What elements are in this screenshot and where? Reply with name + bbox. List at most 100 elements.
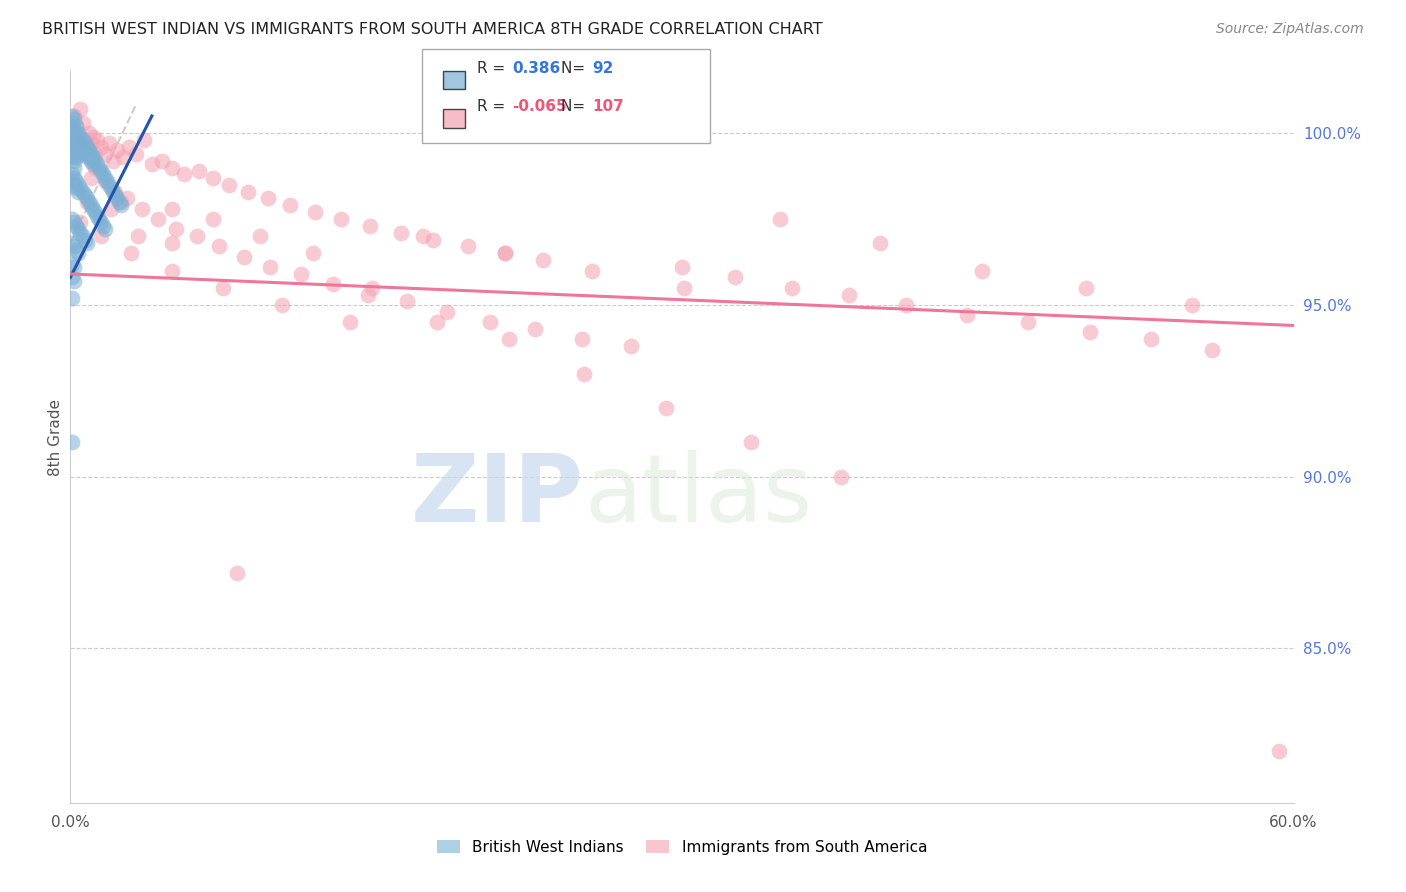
Point xyxy=(77,194,100,209)
Point xyxy=(105,191,128,205)
Point xyxy=(838,287,860,301)
Point xyxy=(67,246,90,260)
Point xyxy=(90,229,112,244)
Point xyxy=(436,304,458,318)
Point xyxy=(1018,315,1040,329)
Point xyxy=(60,212,83,227)
Point xyxy=(117,191,139,205)
Point xyxy=(72,140,94,154)
Point xyxy=(60,136,83,151)
Point xyxy=(73,136,96,151)
Point xyxy=(69,144,91,158)
Point xyxy=(132,133,155,147)
Point xyxy=(83,146,105,161)
Text: Source: ZipAtlas.com: Source: ZipAtlas.com xyxy=(1216,22,1364,37)
Point xyxy=(63,109,86,123)
Point xyxy=(65,120,87,134)
Point xyxy=(65,219,87,233)
Point xyxy=(96,174,118,188)
Point xyxy=(249,229,271,244)
Point xyxy=(494,246,516,260)
Point xyxy=(94,222,117,236)
Text: N=: N= xyxy=(561,99,591,114)
Point xyxy=(67,178,90,192)
Point xyxy=(271,298,294,312)
Point xyxy=(60,150,83,164)
Point xyxy=(494,246,516,260)
Point xyxy=(83,161,105,175)
Point xyxy=(118,140,141,154)
Point xyxy=(67,133,90,147)
Text: 0.386: 0.386 xyxy=(512,61,560,76)
Point xyxy=(67,140,90,154)
Point xyxy=(69,215,91,229)
Point xyxy=(359,219,381,233)
Point xyxy=(76,194,98,209)
Point xyxy=(60,174,83,188)
Point xyxy=(212,281,235,295)
Point xyxy=(162,161,183,175)
Point xyxy=(72,185,94,199)
Text: R =: R = xyxy=(477,61,510,76)
Point xyxy=(162,202,183,216)
Point xyxy=(104,185,127,199)
Point xyxy=(1181,298,1204,312)
Point xyxy=(60,129,83,144)
Point xyxy=(65,144,87,158)
Point xyxy=(65,181,87,195)
Point xyxy=(69,226,91,240)
Point xyxy=(108,194,131,209)
Point xyxy=(572,367,595,381)
Point xyxy=(63,140,86,154)
Point xyxy=(339,315,361,329)
Point xyxy=(65,243,87,257)
Point xyxy=(69,102,91,116)
Point xyxy=(100,181,122,195)
Point xyxy=(769,212,792,227)
Point xyxy=(112,150,135,164)
Point xyxy=(82,129,104,144)
Point xyxy=(531,253,554,268)
Point xyxy=(63,112,86,127)
Point xyxy=(124,146,146,161)
Point xyxy=(422,233,444,247)
Point xyxy=(73,144,96,158)
Point xyxy=(60,435,83,450)
Point xyxy=(970,263,993,277)
Point xyxy=(82,157,104,171)
Text: BRITISH WEST INDIAN VS IMMIGRANTS FROM SOUTH AMERICA 8TH GRADE CORRELATION CHART: BRITISH WEST INDIAN VS IMMIGRANTS FROM S… xyxy=(42,22,823,37)
Point xyxy=(740,435,762,450)
Point xyxy=(101,153,124,168)
Point xyxy=(60,144,83,158)
Point xyxy=(63,274,86,288)
Point xyxy=(780,281,803,295)
Legend: British West Indians, Immigrants from South America: British West Indians, Immigrants from So… xyxy=(430,834,934,861)
Point xyxy=(67,146,90,161)
Point xyxy=(90,215,112,229)
Point xyxy=(98,178,121,192)
Point xyxy=(79,146,103,161)
Point xyxy=(724,270,747,285)
Point xyxy=(63,260,86,274)
Point xyxy=(76,140,98,154)
Point xyxy=(1078,326,1101,340)
Point xyxy=(186,229,208,244)
Point xyxy=(218,178,240,192)
Point xyxy=(60,122,83,136)
Point xyxy=(91,167,114,181)
Point xyxy=(76,191,98,205)
Point xyxy=(72,229,94,244)
Point xyxy=(65,144,87,158)
Text: 107: 107 xyxy=(592,99,624,114)
Point xyxy=(65,129,87,144)
Point xyxy=(63,215,86,229)
Point xyxy=(90,164,112,178)
Point xyxy=(173,167,195,181)
Point xyxy=(302,246,325,260)
Point xyxy=(69,136,91,151)
Point xyxy=(330,212,353,227)
Point xyxy=(63,146,86,161)
Point xyxy=(894,298,917,312)
Point xyxy=(72,146,94,161)
Point xyxy=(77,126,100,140)
